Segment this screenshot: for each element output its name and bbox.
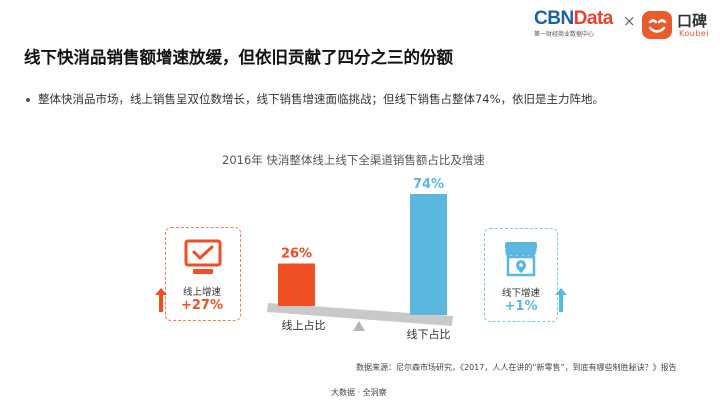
offline-up-arrow-icon xyxy=(555,288,567,312)
koubei-logo: 口碑 Koubei xyxy=(641,9,715,41)
page-title: 线下快消品销售额增速放缓，但依旧贡献了四分之三的份额 xyxy=(24,48,453,67)
store-location-icon xyxy=(505,242,537,277)
cbndata-logo: CBNData 第一财经商业数据中心 xyxy=(534,8,620,42)
bar-value-label: 74% xyxy=(413,177,444,192)
offline-growth-label: 线下增速 xyxy=(501,288,540,299)
koubei-logo-en: Koubei xyxy=(679,29,710,38)
category-label: 线下占比 xyxy=(407,327,451,341)
footer-note: 大数据 · 全洞察 xyxy=(331,388,387,397)
koubei-logo-text: 口碑 xyxy=(677,12,708,30)
category-label: 线上占比 xyxy=(282,318,326,332)
bar-value-label: 26% xyxy=(281,246,312,261)
data-logo-text: Data xyxy=(573,8,614,29)
online-growth-box: 线上增速 +27% xyxy=(165,227,241,321)
balance-fulcrum xyxy=(353,321,365,331)
source-note: 数据来源：尼尔森市场研究，《2017，人人在讲的“新零售”，到底有哪些制胜秘诀？… xyxy=(356,363,677,372)
bar-online-share xyxy=(278,263,315,306)
cbn-logo-text: CBN xyxy=(534,8,574,29)
online-up-arrow-icon xyxy=(155,288,167,312)
bullet-text: 整体快消品市场，线上销售呈双位数增长，线下销售增速面临挑战；但线下销售占整体74… xyxy=(38,92,605,106)
balance-beam xyxy=(267,303,453,326)
cbndata-logo-subtitle: 第一财经商业数据中心 xyxy=(534,31,595,38)
monitor-check-icon xyxy=(184,239,222,274)
koubei-face-icon xyxy=(642,11,672,39)
online-growth-label: 线上增速 xyxy=(182,287,221,298)
offline-growth-value: +1% xyxy=(504,299,538,314)
online-growth-value: +27% xyxy=(180,298,223,313)
offline-growth-box: 线下增速 +1% xyxy=(484,228,558,322)
bar-offline-share xyxy=(410,194,447,315)
chart-title: 2016年 快消整体线上线下全渠道销售额占比及增速 xyxy=(222,153,485,167)
times-sign: × xyxy=(623,12,636,30)
bullet-dot xyxy=(26,98,30,102)
